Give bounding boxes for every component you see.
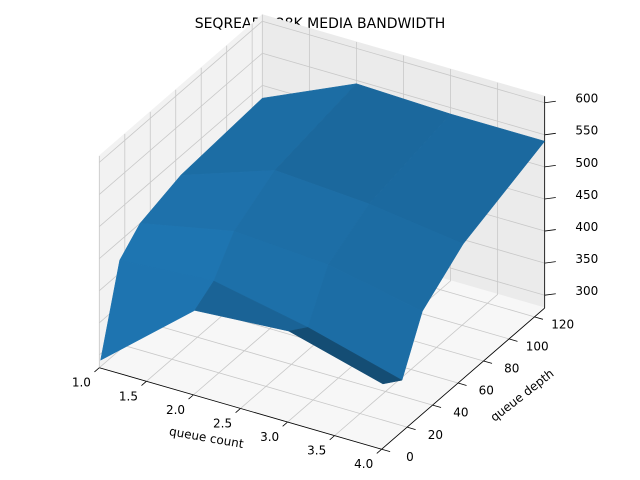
grid-line (334, 294, 498, 436)
tick-mark (544, 293, 556, 296)
x-tick-label: 2.0 (166, 403, 185, 417)
grid-line (99, 85, 263, 227)
grid-line (99, 20, 263, 163)
tick-mark (534, 316, 544, 320)
x-axis-label: queue count (168, 424, 245, 451)
tick-mark (94, 367, 100, 373)
z-tick-label: 500 (575, 156, 598, 170)
y-tick-label: 0 (406, 450, 414, 464)
tick-mark (282, 421, 288, 427)
grid-line (262, 52, 545, 136)
tick-mark (544, 229, 556, 232)
axis-line (381, 307, 545, 450)
tick-mark (407, 426, 416, 430)
tick-mark (376, 448, 382, 454)
y-tick-label: 80 (504, 362, 519, 376)
x-tick-label: 1.5 (119, 389, 138, 403)
y-axis-label: queue depth (488, 366, 557, 424)
y-tick-label: 60 (479, 384, 494, 398)
tick-mark (544, 100, 556, 104)
grid-line (124, 345, 408, 428)
tick-mark (508, 338, 518, 342)
x-tick-label: 1.0 (72, 376, 91, 390)
tick-mark (544, 261, 556, 264)
chart-title: SEQREAD 128K MEDIA BANDWIDTH (195, 16, 446, 32)
y-tick-label: 20 (428, 428, 443, 442)
z-tick-label: 350 (575, 252, 598, 266)
y-tick-label: 40 (453, 406, 468, 420)
z-tick-label: 300 (575, 284, 598, 298)
tick-mark (329, 435, 335, 441)
y-tick-label: 100 (526, 340, 549, 354)
tick-mark (381, 448, 391, 453)
x-tick-label: 4.0 (354, 457, 373, 471)
tick-mark (457, 382, 467, 386)
y-tick-label: 120 (551, 318, 574, 332)
z-tick-label: 600 (575, 92, 598, 106)
surface-patch (288, 327, 403, 385)
x-tick-label: 3.0 (260, 430, 279, 444)
tick-mark (544, 164, 556, 168)
z-tick-label: 400 (575, 220, 598, 234)
tick-mark (188, 394, 194, 400)
grid-line (99, 52, 263, 195)
tick-mark (235, 408, 241, 413)
tick-mark (544, 132, 556, 136)
z-tick-label: 550 (575, 124, 598, 138)
tick-mark (544, 197, 556, 200)
x-tick-label: 2.5 (213, 416, 232, 430)
axis-line (99, 367, 382, 450)
grid-line (262, 20, 545, 104)
tick-mark (141, 380, 147, 386)
x-tick-label: 3.5 (307, 444, 326, 458)
tick-mark (483, 360, 493, 364)
z-tick-label: 450 (575, 188, 598, 202)
tick-mark (432, 404, 442, 408)
grid-line (150, 323, 433, 406)
